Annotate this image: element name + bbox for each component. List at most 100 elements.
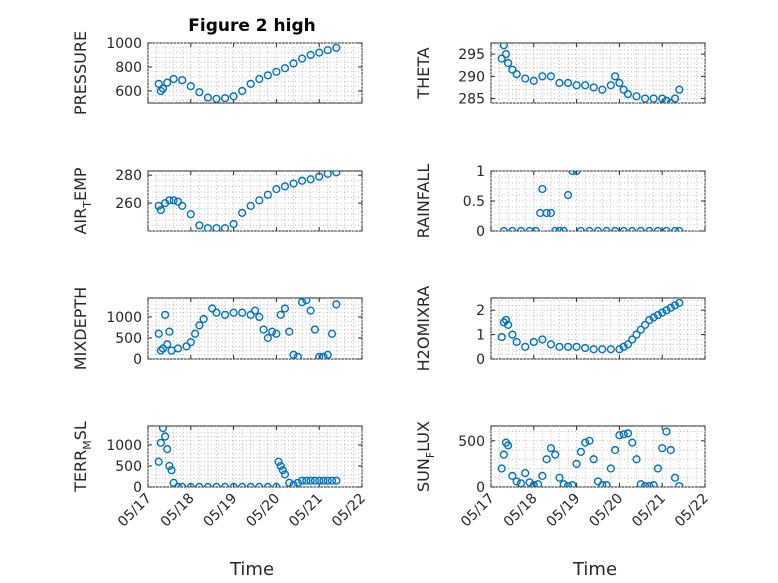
data-point (589, 345, 598, 354)
x-tick-label: 05/21 (629, 491, 669, 531)
data-point (670, 94, 680, 103)
data-point (670, 473, 680, 482)
data-point (161, 310, 170, 319)
data-point (497, 332, 506, 342)
y-tick-label: 500 (458, 434, 485, 450)
data-point (203, 482, 213, 487)
data-point (662, 306, 671, 315)
data-point (332, 171, 341, 177)
data-point (675, 298, 684, 307)
y-tick-label: 1000 (106, 36, 142, 52)
data-point (581, 438, 590, 447)
data-point (274, 457, 283, 466)
data-point (285, 327, 294, 336)
data-point (649, 481, 658, 487)
data-point (611, 445, 620, 455)
data-series (154, 298, 341, 359)
data-point (332, 300, 341, 309)
data-point (497, 54, 506, 63)
data-point (212, 224, 221, 231)
data-point (229, 219, 238, 229)
data-point (195, 88, 204, 97)
y-tick-label: 800 (115, 60, 142, 76)
data-point (538, 184, 547, 194)
data-series (154, 171, 341, 231)
data-point (555, 342, 564, 351)
y-axis-label: AIRTEMP (71, 167, 94, 234)
data-point (169, 74, 178, 84)
data-point (246, 310, 255, 319)
y-tick-label: 0 (476, 224, 485, 240)
data-point (662, 427, 671, 436)
y-tick-label: 0.5 (463, 194, 485, 210)
data-point (572, 171, 581, 176)
data-point (272, 329, 281, 338)
data-point (280, 470, 290, 479)
data-point (640, 481, 650, 487)
data-point (619, 342, 628, 351)
data-point (156, 86, 165, 96)
data-point (315, 476, 324, 485)
data-point (263, 333, 272, 343)
data-point (598, 85, 607, 94)
figure-title: Figure 2 high (188, 16, 316, 36)
data-point (173, 482, 183, 487)
data-point (327, 329, 337, 338)
data-point (581, 81, 590, 90)
data-point (649, 313, 658, 322)
data-point (508, 65, 517, 74)
subplot-air_temp: 260 280 AIRTEMP (71, 167, 363, 235)
data-point (246, 201, 255, 210)
data-point (212, 482, 221, 487)
data-point (238, 308, 247, 317)
data-point (268, 327, 277, 336)
data-point (675, 481, 684, 487)
grid (490, 43, 706, 104)
data-point (255, 312, 264, 322)
data-point (645, 315, 654, 325)
data-point (662, 226, 671, 231)
y-tick-label: 2 (476, 303, 485, 319)
data-point (546, 444, 556, 453)
data-point (568, 481, 577, 487)
data-point (297, 476, 307, 485)
data-point (568, 171, 577, 176)
data-point (323, 46, 332, 55)
data-point (521, 469, 530, 478)
data-point (551, 226, 560, 231)
y-tick-label: 0 (133, 352, 142, 368)
data-point (306, 50, 315, 60)
data-point (512, 70, 521, 79)
data-point (310, 476, 320, 485)
data-point (229, 482, 238, 487)
data-point (563, 78, 573, 88)
data-point (154, 329, 163, 338)
data-point (501, 315, 511, 325)
data-point (285, 478, 294, 487)
data-point (158, 84, 168, 93)
data-point (531, 226, 541, 231)
y-axis-label: RAINFALL (414, 164, 433, 239)
data-point (319, 352, 328, 359)
plot-area (490, 42, 706, 104)
data-point (250, 306, 260, 315)
data-point (615, 431, 624, 440)
data-point (533, 480, 543, 487)
subplot-theta: 285 290 295 THETA (414, 42, 706, 108)
data-point (529, 76, 538, 85)
data-point (611, 226, 620, 231)
data-point (628, 438, 637, 447)
data-point (289, 350, 298, 359)
data-point (585, 226, 594, 231)
data-point (645, 226, 654, 231)
data-point (504, 58, 513, 68)
data-point (289, 59, 298, 68)
data-point (606, 81, 615, 90)
data-point (195, 321, 204, 330)
y-tick-label: 500 (115, 331, 142, 347)
data-point (529, 481, 538, 487)
plot-area (147, 170, 363, 232)
data-point (653, 310, 663, 320)
data-point (649, 94, 658, 103)
subplot-terr_msl: 0 500 1000 05/17 05/18 05/19 05/20 05/21 05/22 TE… (71, 421, 369, 530)
